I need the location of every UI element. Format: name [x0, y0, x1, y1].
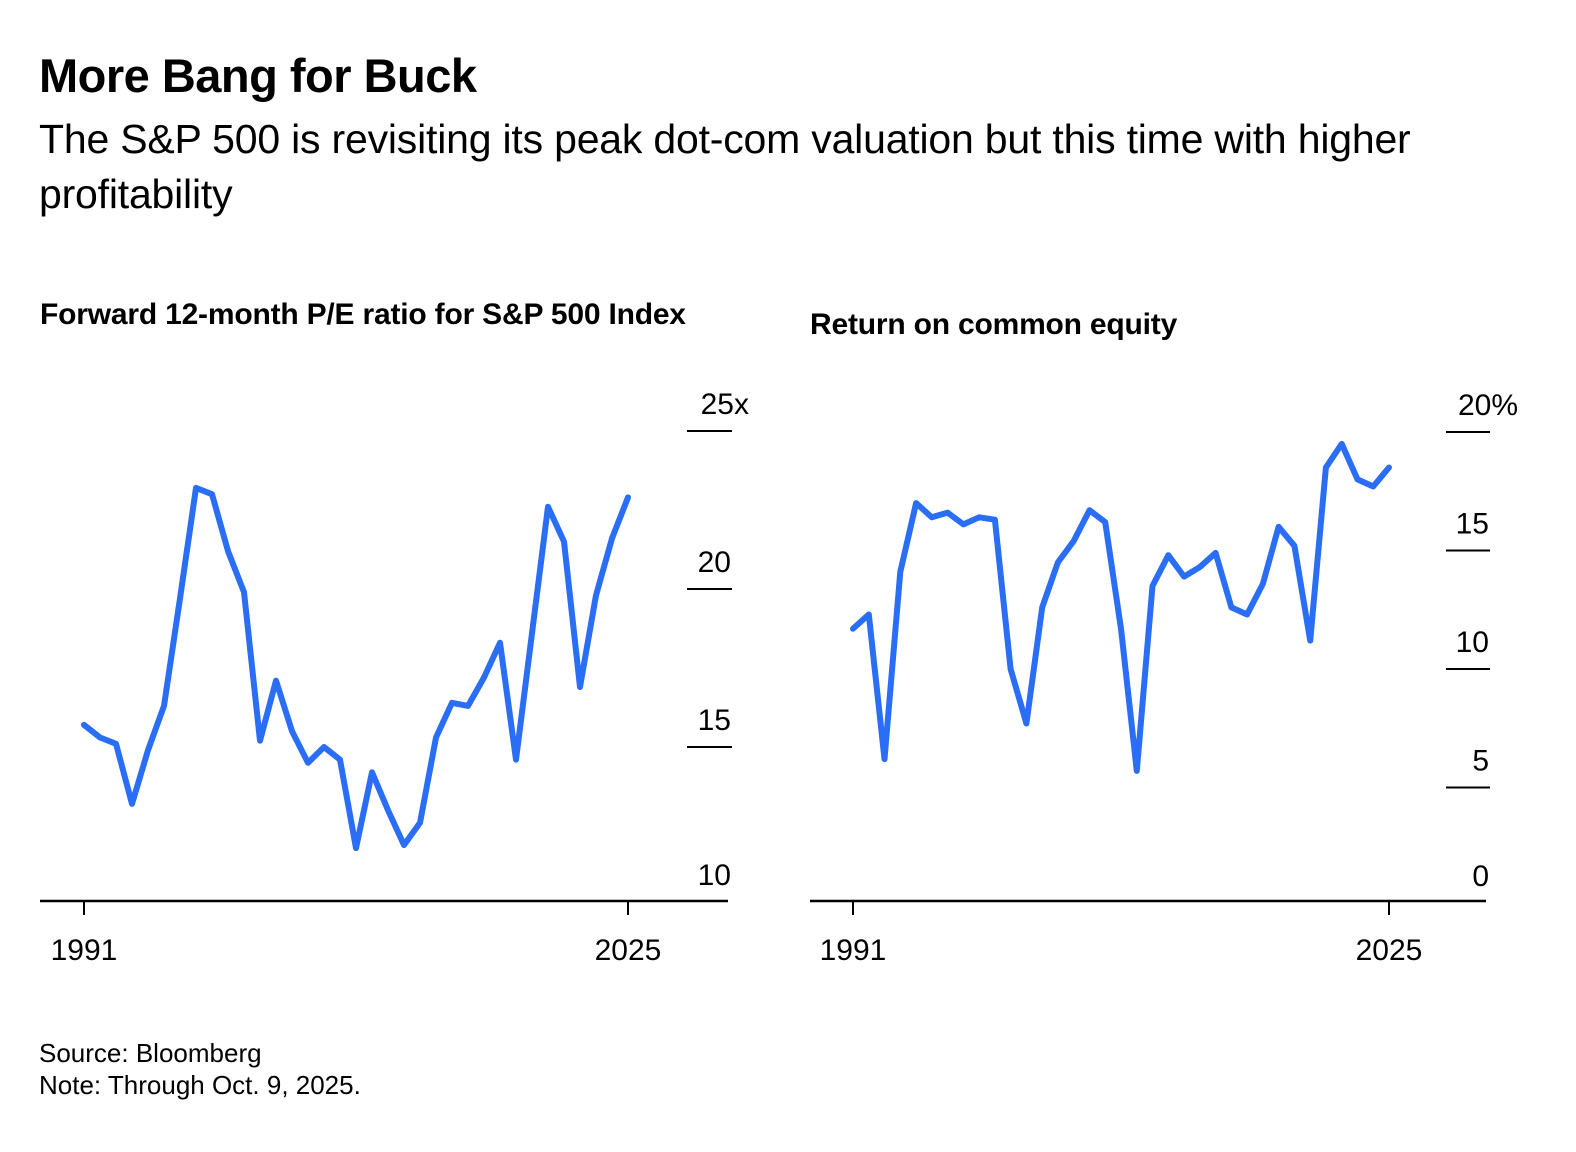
roe-data-point	[960, 521, 966, 527]
pe-data-point	[321, 744, 327, 750]
roe-y-tick-label: 20%	[1458, 389, 1518, 422]
roe-chart-title: Return on common equity	[810, 308, 1178, 341]
pe-data-point	[305, 760, 311, 766]
roe-y-tick-label: 0	[1472, 860, 1489, 893]
pe-x-tick-label: 2025	[595, 934, 662, 967]
pe-data-point	[289, 728, 295, 734]
pe-data-point	[145, 747, 151, 753]
pe-data-point	[97, 735, 103, 741]
pe-data-point	[417, 820, 423, 826]
roe-x-tick-label: 1991	[820, 934, 887, 967]
pe-y-tick-label: 15	[698, 704, 731, 737]
roe-y-tick-label: 10	[1456, 626, 1489, 659]
roe-data-point	[1181, 574, 1187, 580]
roe-data-point	[1276, 524, 1282, 530]
pe-data-point	[497, 640, 503, 646]
roe-data-point	[1150, 583, 1156, 589]
pe-data-point	[369, 769, 375, 775]
roe-data-point	[866, 611, 872, 617]
pe-data-point	[577, 684, 583, 690]
source-note: Source: Bloomberg	[39, 1038, 262, 1068]
roe-y-tick-label: 15	[1456, 508, 1489, 541]
chart-title: More Bang for Buck	[39, 49, 477, 102]
roe-data-point	[882, 756, 888, 762]
pe-data-point	[113, 741, 119, 747]
pe-data-point	[481, 674, 487, 680]
roe-data-point	[1370, 484, 1376, 490]
roe-data-point	[1039, 604, 1045, 610]
pe-data-point	[353, 845, 359, 851]
pe-data-point	[241, 589, 247, 595]
roe-data-point	[1323, 465, 1329, 471]
pe-data-point	[81, 722, 87, 728]
roe-data-point	[1291, 543, 1297, 549]
roe-data-point	[1244, 611, 1250, 617]
roe-data-point	[1118, 626, 1124, 632]
roe-data-point	[1307, 638, 1313, 644]
pe-data-point	[257, 738, 263, 744]
pe-data-point	[177, 595, 183, 601]
pe-y-tick-label: 25x	[701, 388, 749, 421]
pe-data-point	[401, 842, 407, 848]
pe-data-point	[337, 757, 343, 763]
pe-series-line	[81, 484, 631, 852]
pe-data-point	[593, 592, 599, 598]
roe-data-point	[1260, 581, 1266, 587]
roe-data-point	[850, 626, 856, 632]
roe-chart: 0 5 10 15 20% 1991 2025	[810, 389, 1518, 967]
roe-data-point	[945, 510, 951, 516]
roe-data-point	[1071, 538, 1077, 544]
pe-data-point	[193, 485, 199, 491]
pe-data-point	[449, 700, 455, 706]
roe-data-point	[1197, 564, 1203, 570]
pe-data-point	[561, 539, 567, 545]
pe-data-point	[545, 504, 551, 510]
pe-data-point	[225, 548, 231, 554]
pe-data-point	[513, 757, 519, 763]
roe-data-point	[1213, 550, 1219, 556]
roe-data-point	[1165, 552, 1171, 558]
roe-data-point	[1023, 721, 1029, 727]
roe-data-point	[1228, 604, 1234, 610]
roe-data-point	[976, 514, 982, 520]
roe-data-point	[1386, 465, 1392, 471]
roe-data-point	[1008, 666, 1014, 672]
pe-data-point	[209, 491, 215, 497]
roe-data-point	[913, 500, 919, 506]
pe-chart-title: Forward 12-month P/E ratio for S&P 500 I…	[40, 298, 686, 331]
roe-x-tick-label: 2025	[1356, 934, 1423, 967]
footnote: Note: Through Oct. 9, 2025.	[39, 1070, 361, 1100]
pe-y-tick-label: 10	[698, 859, 731, 892]
roe-data-point	[897, 569, 903, 575]
pe-data-point	[625, 494, 631, 500]
pe-x-tick-label: 1991	[51, 934, 118, 967]
pe-data-point	[385, 807, 391, 813]
pe-data-point	[609, 535, 615, 541]
roe-data-point	[1354, 476, 1360, 482]
pe-data-point	[161, 703, 167, 709]
pe-data-point	[465, 703, 471, 709]
roe-data-point	[1134, 768, 1140, 774]
pe-y-tick-label: 20	[698, 546, 731, 579]
pe-data-point	[129, 801, 135, 807]
roe-y-tick-label: 5	[1472, 745, 1489, 778]
roe-data-point	[1086, 507, 1092, 513]
pe-data-point	[529, 630, 535, 636]
chart-subtitle: The S&P 500 is revisiting its peak dot-c…	[39, 116, 1411, 217]
pe-data-point	[273, 678, 279, 684]
roe-series-line	[850, 440, 1392, 774]
roe-data-point	[1339, 441, 1345, 447]
roe-data-point	[929, 514, 935, 520]
roe-data-point	[992, 517, 998, 523]
pe-data-point	[433, 735, 439, 741]
pe-chart: 10 15 20 25x 1991 2025	[40, 388, 749, 967]
roe-data-point	[1102, 519, 1108, 525]
roe-data-point	[1055, 559, 1061, 565]
